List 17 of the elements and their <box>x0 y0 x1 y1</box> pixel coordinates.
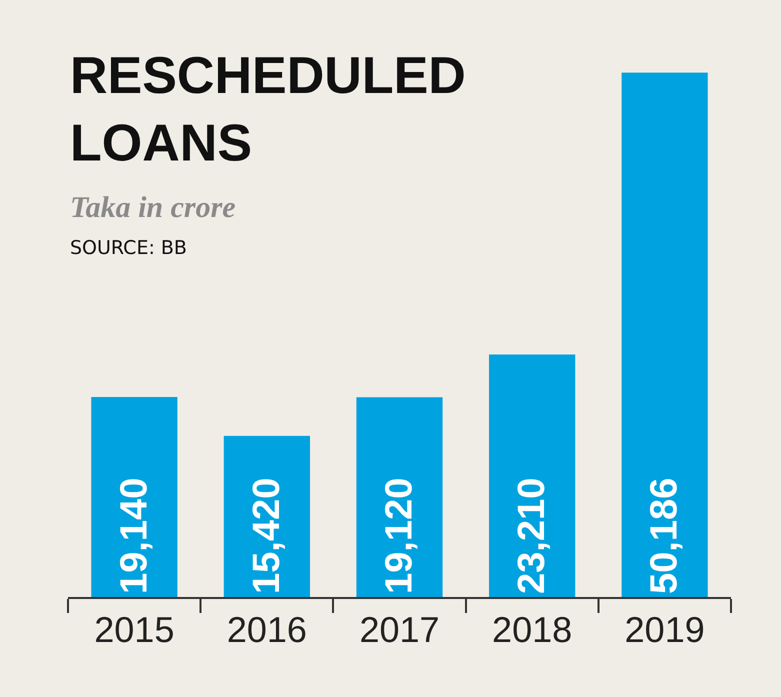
x-tick-label: 2017 <box>359 609 440 650</box>
chart-title: RESCHEDULED LOANS <box>70 47 466 173</box>
bar <box>489 354 576 597</box>
data-label: 23,210 <box>511 478 554 594</box>
bar <box>356 397 443 597</box>
bar <box>622 72 708 597</box>
bar <box>91 397 178 597</box>
x-tick-label: 2018 <box>492 609 572 650</box>
text: Taka in crore <box>70 191 236 224</box>
data-label: 19,140 <box>113 478 156 594</box>
x-tick-label: 2015 <box>94 609 174 650</box>
x-tick-label: 2019 <box>624 609 705 650</box>
x-tick-label: 2016 <box>226 609 307 650</box>
data-label: 19,120 <box>378 478 420 594</box>
annotation: SOURCE: BB <box>70 237 187 259</box>
data-label: 15,420 <box>246 478 288 594</box>
data-label: 50,186 <box>644 478 686 594</box>
